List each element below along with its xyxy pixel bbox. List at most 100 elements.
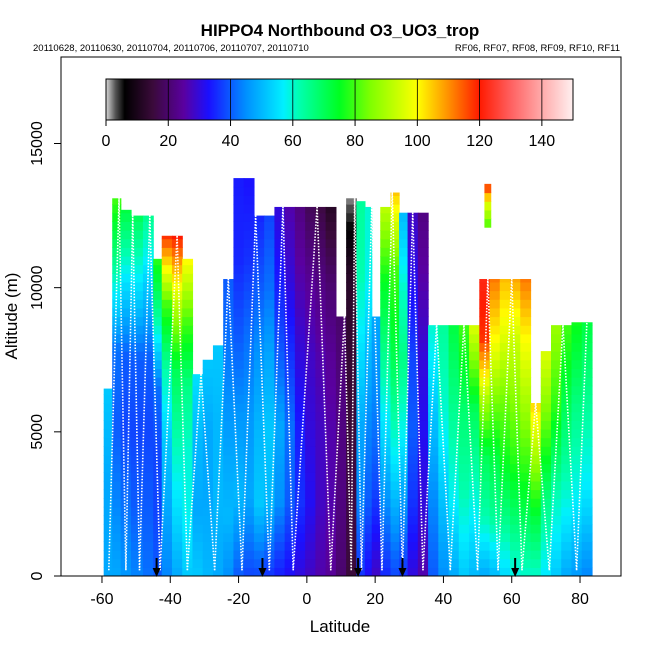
heatmap-cell: [103, 567, 113, 576]
heatmap-cell: [182, 411, 194, 421]
heatmap-cell: [223, 385, 235, 395]
heatmap-cell: [264, 359, 276, 369]
heatmap-cell: [380, 567, 392, 576]
heatmap-cell: [335, 567, 347, 576]
heatmap-cell: [417, 377, 429, 387]
heatmap-cell: [161, 489, 173, 499]
heatmap-cell: [325, 238, 337, 248]
heatmap-cell: [356, 201, 366, 205]
heatmap-cell: [171, 558, 183, 568]
heatmap-cell: [192, 454, 204, 465]
heatmap-cell: [448, 368, 460, 378]
heatmap-cell: [407, 550, 419, 560]
heatmap-cell: [103, 437, 113, 447]
heatmap-cell: [417, 385, 429, 395]
heatmap-cell: [233, 247, 245, 257]
heatmap-cell: [407, 325, 419, 335]
heatmap-cell: [202, 524, 214, 534]
heatmap-cell: [131, 221, 144, 231]
heatmap-cell: [479, 368, 491, 378]
heatmap-cell: [325, 532, 337, 542]
heatmap-cell: [561, 506, 573, 517]
heatmap-cell: [284, 567, 296, 576]
event-marker-head: [398, 568, 407, 577]
heatmap-cell: [223, 454, 235, 465]
heatmap-cell: [131, 524, 144, 534]
heatmap-cell: [305, 221, 316, 231]
heatmap-cell: [243, 186, 255, 196]
heatmap-cell: [551, 558, 562, 568]
heatmap-cell: [364, 411, 373, 421]
heatmap-cell: [489, 446, 501, 456]
heatmap-cell: [294, 515, 306, 525]
heatmap-cell: [520, 515, 532, 525]
heatmap-cell: [380, 377, 392, 387]
heatmap-cell: [182, 454, 194, 465]
heatmap-cell: [253, 454, 265, 465]
heatmap-cell: [223, 281, 235, 292]
heatmap-cell: [364, 255, 373, 266]
heatmap-cell: [356, 446, 366, 456]
heatmap-cell: [469, 532, 480, 542]
heatmap-cell: [264, 463, 276, 473]
heatmap-cell: [243, 498, 255, 508]
heatmap-cell: [346, 198, 357, 205]
heatmap-cell: [417, 255, 429, 266]
heatmap-cell: [131, 247, 144, 257]
heatmap-cell: [448, 532, 460, 542]
heatmap-cell: [346, 316, 357, 326]
heatmap-cell: [489, 541, 501, 551]
heatmap-cell: [489, 506, 501, 517]
heatmap-cell: [581, 411, 593, 421]
heatmap-cell: [407, 247, 419, 257]
flight-track-segment: [350, 198, 356, 571]
heatmap-cell: [325, 325, 337, 335]
heatmap-cell: [520, 446, 532, 456]
heatmap-cell: [540, 394, 552, 404]
heatmap-cell: [233, 204, 245, 214]
heatmap-cell: [581, 385, 593, 395]
heatmap-cell: [390, 541, 400, 551]
heatmap-cell: [407, 428, 419, 439]
heatmap-cell: [305, 290, 316, 300]
heatmap-cell: [390, 506, 400, 517]
heatmap-cell: [212, 394, 224, 404]
heatmap-cell: [182, 489, 194, 499]
heatmap-cell: [112, 532, 122, 542]
heatmap-cell: [284, 506, 296, 517]
heatmap-cell: [540, 446, 552, 456]
heatmap-cell: [571, 333, 583, 344]
heatmap-cell: [243, 480, 255, 491]
heatmap-cell: [315, 255, 327, 266]
heatmap-cell: [364, 307, 373, 318]
heatmap-cell: [510, 524, 521, 534]
heatmap-cell: [581, 394, 593, 404]
heatmap-cell: [325, 290, 337, 300]
heatmap-cell: [253, 550, 265, 560]
heatmap-cell: [438, 567, 450, 576]
heatmap-cell: [356, 368, 366, 378]
colorbar-tick-label: 0: [102, 133, 111, 150]
heatmap-cell: [530, 472, 542, 482]
heatmap-cell: [540, 351, 552, 361]
heatmap-cell: [171, 472, 183, 482]
heatmap-cell: [458, 558, 470, 568]
heatmap-cell: [499, 316, 511, 326]
heatmap-cell: [530, 558, 542, 568]
heatmap-cell: [346, 333, 357, 344]
heatmap-cell: [356, 281, 366, 292]
heatmap-cell: [530, 446, 542, 456]
heatmap-cell: [371, 446, 381, 456]
heatmap-cell: [364, 377, 373, 387]
heatmap-cell: [142, 342, 154, 352]
heatmap-cell: [253, 437, 265, 447]
heatmap-cell: [469, 325, 480, 335]
heatmap-cell: [253, 273, 265, 283]
heatmap-cell: [212, 351, 224, 361]
heatmap-cell: [561, 437, 573, 447]
heatmap-cell: [399, 281, 409, 292]
heatmap-cell: [561, 463, 573, 473]
heatmap-cell: [407, 558, 419, 568]
heatmap-cell: [161, 532, 173, 542]
heatmap-cell: [530, 463, 542, 473]
